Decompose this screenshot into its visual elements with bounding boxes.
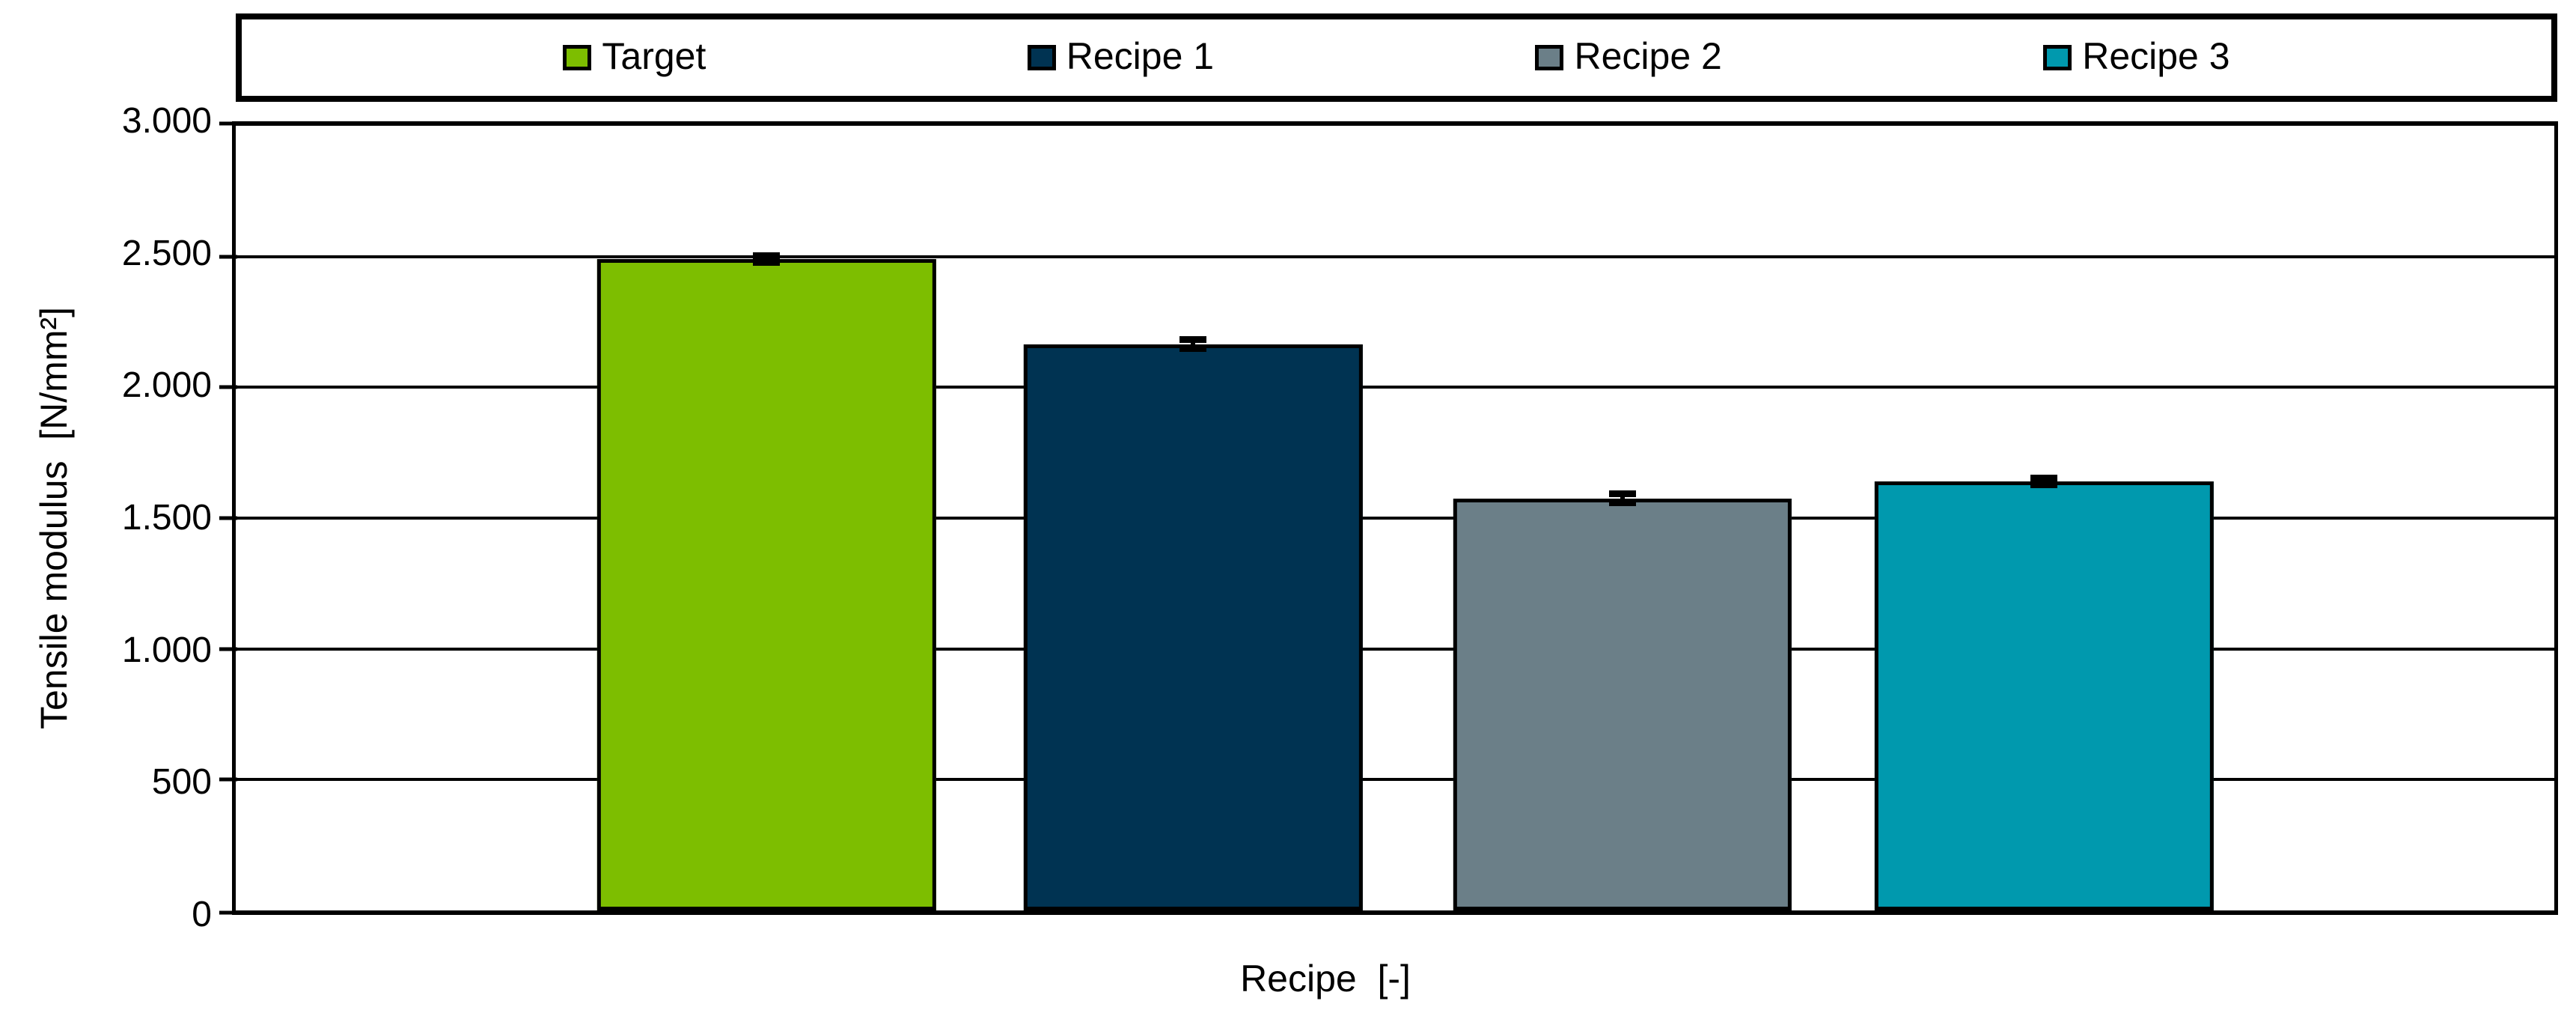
bar-recipe-1 [1024,344,1363,910]
legend-swatch-icon-recipe-2 [1535,45,1564,70]
error-bar-cap-top [2030,475,2058,482]
y-tick-label-1-000: 1.000 [121,630,212,670]
error-bar-cap-bottom [1608,499,1636,507]
error-bar-cap-bottom [1179,345,1207,353]
gridline-500 [236,778,2554,782]
legend-label-target: Target [602,35,706,77]
error-bar-cap-bottom [753,258,781,266]
legend-label-recipe-3: Recipe 3 [2082,35,2230,77]
y-tick-mark-2-500 [219,255,237,259]
legend-label-recipe-2: Recipe 2 [1574,35,1722,77]
error-bar-recipe-2 [1608,490,1636,507]
gridline-2-500 [236,255,2554,258]
y-axis-tick-labels: 0 500 1.000 1.500 2.000 2.500 3.000 [0,103,212,933]
gridline-2-000 [236,386,2554,389]
legend-item-target: Target [563,37,706,78]
error-bar-recipe-1 [1179,336,1207,353]
legend-swatch-icon-recipe-1 [1027,45,1056,70]
legend-item-recipe-1: Recipe 1 [1027,35,1215,78]
error-bar-line [1620,490,1625,507]
y-tick-label-0: 0 [192,895,212,934]
x-axis-title: Recipe [-] [1240,958,1411,1000]
error-bar-cap-bottom [2030,481,2058,488]
bar-target [597,259,936,910]
y-tick-label-2-500: 2.500 [121,233,212,273]
legend: Target Recipe 1 Recipe 2 Recipe 3 [236,13,2557,102]
error-bar-cap-top [1608,490,1636,498]
y-tick-label-500: 500 [151,762,212,803]
y-tick-label-1-500: 1.500 [121,498,212,538]
legend-item-recipe-3: Recipe 3 [2043,35,2230,78]
y-tick-mark-500 [219,777,237,782]
plot-area [219,121,2558,915]
y-tick-mark-3-000 [219,121,237,126]
error-bar-target [753,252,781,266]
legend-swatch-icon-target [563,45,592,70]
legend-label-recipe-1: Recipe 1 [1066,35,1215,77]
y-tick-label-3-000: 3.000 [121,101,212,141]
y-tick-label-2-000: 2.000 [121,365,212,406]
gridline-1-000 [236,647,2554,651]
error-bar-cap-top [753,252,781,260]
legend-swatch-icon-recipe-3 [2043,45,2072,70]
error-bar-recipe-3 [2030,475,2058,488]
bar-recipe-2 [1453,498,1792,910]
gridline-1-500 [236,517,2554,520]
legend-item-recipe-2: Recipe 2 [1535,35,1722,78]
error-bar-line [1191,336,1196,353]
y-tick-mark-1-000 [219,647,237,651]
y-tick-mark-0 [219,910,237,915]
error-bar-cap-top [1179,336,1207,344]
bar-recipe-3 [1875,481,2214,910]
y-tick-mark-2-000 [219,385,237,389]
y-tick-mark-1-500 [219,516,237,520]
